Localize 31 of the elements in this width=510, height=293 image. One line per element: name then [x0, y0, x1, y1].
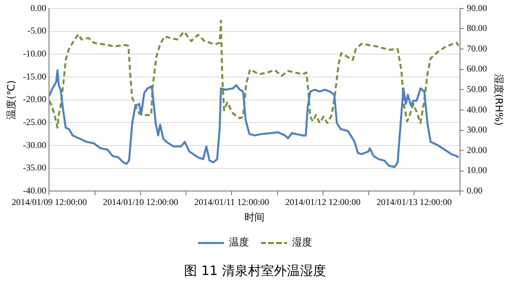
y2-tick-label: 50.00 — [466, 84, 488, 94]
y2-tick-label: 20.00 — [466, 144, 488, 155]
legend-label: 温度 — [229, 236, 249, 249]
y-axis-title: 温度(℃) — [6, 80, 18, 120]
x-axis-title: 时间 — [244, 212, 264, 224]
x-tick-label: 2014/01/11 12:00:00 — [194, 196, 270, 207]
y-tick-label: -10.00 — [22, 48, 47, 58]
x-tick-label: 2014/01/09 12:00:00 — [12, 196, 88, 207]
y2-tick-label: 0.00 — [466, 186, 483, 196]
x-tick-label: 2014/01/12 12:00:00 — [285, 196, 362, 207]
x-tick-label: 2014/01/13 12:00:00 — [376, 196, 452, 207]
y-tick-label: -35.00 — [22, 162, 47, 173]
y-tick-label: -15.00 — [22, 71, 47, 82]
text: 图 11 清泉村室外温湿度 — [183, 263, 327, 280]
y2-tick-label: 60.00 — [466, 64, 488, 74]
y2-tick-label: 90.00 — [466, 2, 488, 13]
x-tick-label: 2014/01/10 12:00:00 — [102, 196, 179, 207]
y-tick-label: -40.00 — [22, 186, 47, 196]
y-tick-label: -25.00 — [22, 117, 47, 128]
y-tick-label: -20.00 — [22, 94, 47, 104]
y2-tick-label: 70.00 — [466, 43, 488, 54]
y-tick-label: -5.00 — [27, 26, 47, 36]
y2-axis-title: 湿度(RH%) — [492, 74, 504, 126]
y-tick-label: 0.00 — [30, 2, 47, 13]
y-tick-label: -30.00 — [22, 140, 47, 150]
legend-label: 湿度 — [292, 236, 312, 249]
y2-tick-label: 80.00 — [466, 23, 488, 34]
y2-tick-label: 10.00 — [466, 165, 488, 176]
line-series — [49, 20, 460, 129]
y2-tick-label: 40.00 — [466, 104, 488, 114]
y2-tick-label: 30.00 — [466, 124, 488, 135]
